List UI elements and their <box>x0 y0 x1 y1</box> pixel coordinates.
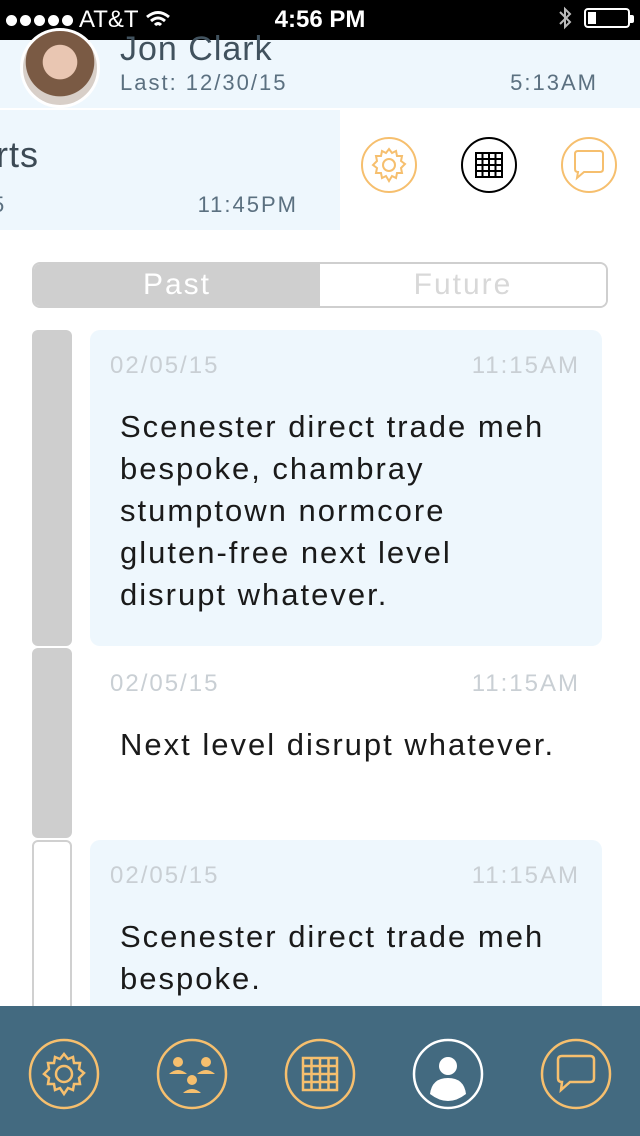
status-right <box>558 6 634 30</box>
entry-text: Scenester direct trade meh bespoke, cham… <box>120 409 545 612</box>
chat-bubble-icon <box>540 1038 612 1110</box>
entry-date: 02/05/15 <box>110 670 220 697</box>
segment-past[interactable]: Past <box>34 264 320 306</box>
chat-bubble-icon <box>561 137 617 193</box>
segment-future[interactable]: Future <box>320 264 606 306</box>
entry-text: Scenester direct trade meh bespoke. <box>120 919 545 996</box>
entry-time: 11:15AM <box>471 670 580 697</box>
wifi-icon <box>145 11 170 27</box>
carrier-group: AT&T <box>6 6 171 34</box>
timeline-marker <box>32 330 72 646</box>
calendar-grid-icon <box>284 1038 356 1110</box>
bluetooth-icon <box>559 6 572 30</box>
swiped-card-date: 5 <box>0 192 6 218</box>
person-icon <box>412 1038 484 1110</box>
swiped-contact-card[interactable]: rts 5 11:45PM <box>0 110 340 230</box>
history-entry[interactable]: 02/05/15 11:15AM Next level disrupt what… <box>90 648 602 838</box>
avatar <box>20 28 100 108</box>
history-entry[interactable]: 02/05/15 11:15AM Scenester direct trade … <box>90 330 602 646</box>
last-contact-date: Last: 12/30/15 <box>120 70 288 95</box>
entry-time: 11:15AM <box>471 862 580 889</box>
signal-strength-icon <box>6 14 73 26</box>
entry-text: Next level disrupt whatever. <box>120 727 556 762</box>
timeline-marker <box>32 648 72 838</box>
timeline-marker <box>32 840 72 1020</box>
tab-bar <box>0 1006 640 1136</box>
gear-icon <box>361 137 417 193</box>
swiped-card-time: 11:45PM <box>197 192 298 217</box>
carrier-label: AT&T <box>79 6 139 33</box>
gear-icon <box>28 1038 100 1110</box>
tab-calendar[interactable] <box>284 1038 356 1110</box>
tab-profile[interactable] <box>412 1038 484 1110</box>
entry-date: 02/05/15 <box>110 352 220 379</box>
history-entry[interactable]: 02/05/15 11:15AM Scenester direct trade … <box>90 840 602 1020</box>
battery-icon <box>584 8 634 28</box>
group-icon <box>156 1038 228 1110</box>
settings-action-button[interactable] <box>360 136 418 194</box>
tab-settings[interactable] <box>28 1038 100 1110</box>
calendar-action-button[interactable] <box>460 136 518 194</box>
contact-card[interactable]: Jon Clark Last: 12/30/15 5:13AM <box>0 28 640 108</box>
status-bar: AT&T 4:56 PM <box>0 0 640 40</box>
last-contact-time: 5:13AM <box>510 70 598 95</box>
contact-name: Jon Clark <box>120 30 273 68</box>
calendar-grid-icon <box>461 137 517 193</box>
swiped-card-name: rts <box>0 134 39 175</box>
past-future-segmented-control[interactable]: Past Future <box>32 262 608 308</box>
entry-date: 02/05/15 <box>110 862 220 889</box>
entry-time: 11:15AM <box>471 352 580 379</box>
tab-groups[interactable] <box>156 1038 228 1110</box>
tab-messages[interactable] <box>540 1038 612 1110</box>
message-action-button[interactable] <box>560 136 618 194</box>
clock: 4:56 PM <box>274 6 366 33</box>
